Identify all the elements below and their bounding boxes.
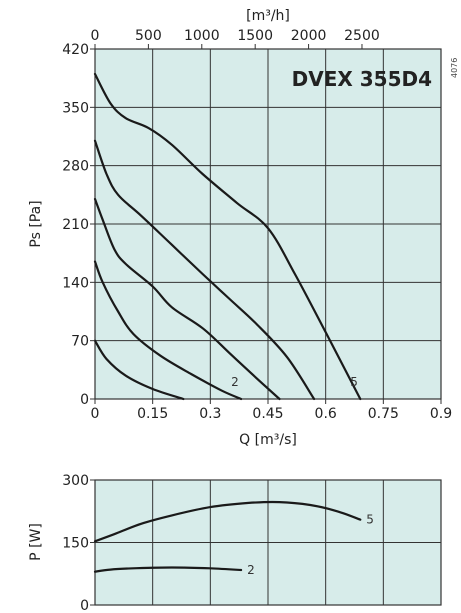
q-tick-labels: 0 0.15 0.3 0.45 0.6 0.75 0.9 (91, 399, 452, 422)
x2-axis-title: [m³/h] (246, 8, 290, 24)
y-axis-title: Ps [Pa] (28, 200, 44, 247)
x-tick-label: 0.75 (368, 406, 399, 422)
y-tick-label: 0 (80, 598, 89, 613)
x-tick-label: 0.9 (430, 406, 452, 422)
curve-label-2: 2 (231, 375, 239, 389)
y-tick-label: 300 (62, 473, 89, 489)
y-tick-label: 210 (62, 217, 89, 233)
curve-unlabeled-2 (93, 197, 281, 401)
curve-2 (93, 260, 243, 401)
curve-5 (93, 72, 362, 401)
x2-tick-label: 1500 (237, 28, 273, 44)
chart-title: DVEX 355D4 (292, 67, 432, 91)
y-tick-label: 280 (62, 159, 89, 175)
x-tick-label: 0.45 (252, 406, 283, 422)
x-tick-label: 0.15 (137, 406, 168, 422)
power-curves: 52 (93, 500, 374, 577)
curve-label-5: 5 (366, 513, 374, 527)
curve-label-5: 5 (350, 375, 358, 389)
curve-2 (93, 566, 243, 573)
power-y-axis-title: P [W] (28, 523, 44, 561)
y-tick-label: 140 (62, 275, 89, 291)
x2-tick-label: 0 (91, 28, 100, 44)
x-axis-title: Q [m³/s] (239, 432, 297, 448)
y-tick-label: 420 (62, 42, 89, 58)
power-grid (95, 480, 441, 605)
ps-tick-labels: 0 70 140 210 280 350 420 (62, 42, 95, 408)
chart-code: 4076 (450, 58, 459, 78)
x2-tick-label: 1000 (184, 28, 220, 44)
x2-tick-label: 500 (135, 28, 162, 44)
curve-5 (93, 500, 362, 543)
pressure-grid (95, 49, 441, 399)
x-tick-label: 0 (91, 406, 100, 422)
y-tick-label: 150 (62, 536, 89, 552)
p-tick-labels: 0 150 300 (62, 473, 95, 613)
curve-unlabeled-0 (93, 339, 185, 401)
y-tick-label: 350 (62, 100, 89, 116)
x2-tick-label: 2500 (344, 28, 380, 44)
m3h-tick-labels: 0 500 1000 1500 2000 2500 (91, 28, 380, 49)
y-tick-label: 0 (80, 392, 89, 408)
curve-label-2: 2 (247, 563, 255, 577)
curve-unlabeled-3 (93, 139, 316, 401)
x-tick-label: 0.3 (199, 406, 221, 422)
x2-tick-label: 2000 (291, 28, 327, 44)
x-tick-label: 0.6 (315, 406, 337, 422)
y-tick-label: 70 (71, 334, 89, 350)
